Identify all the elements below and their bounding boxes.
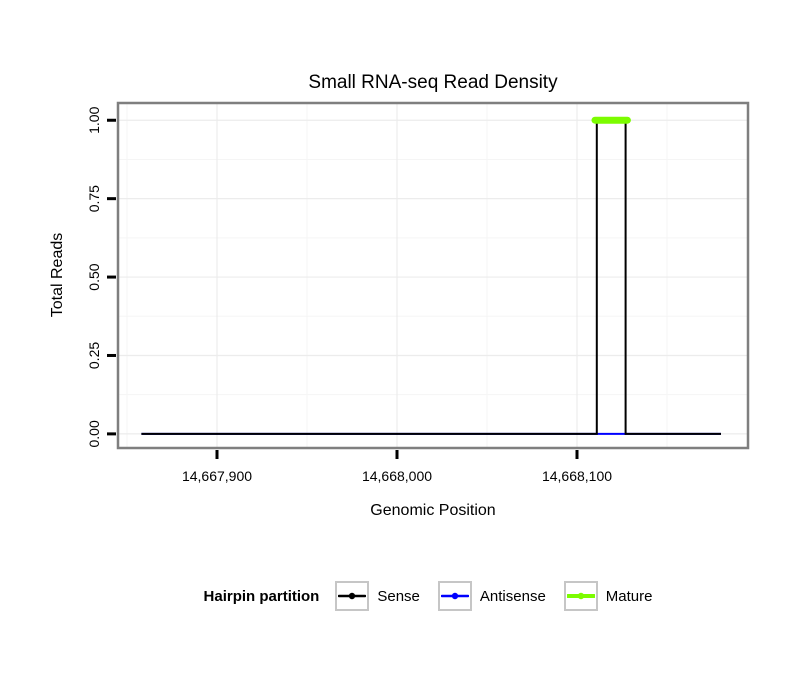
legend-key-glyph-sense — [338, 592, 367, 600]
y-tick-label: 1.00 — [86, 106, 102, 133]
x-tick-label: 14,668,000 — [362, 468, 432, 484]
legend-label-mature: Mature — [605, 587, 653, 605]
x-tick-label: 14,667,900 — [182, 468, 252, 484]
y-tick-label: 0.50 — [86, 263, 102, 290]
x-axis-title: Genomic Position — [370, 502, 496, 519]
legend-key-sense — [335, 581, 370, 611]
y-tick-label: 0.00 — [86, 420, 102, 447]
legend: Hairpin partition Sense Antisense Mature — [118, 581, 748, 611]
panel-border — [116, 101, 750, 450]
y-tick-label: 0.75 — [86, 185, 102, 212]
legend-key-glyph-antisense — [440, 592, 469, 600]
legend-label-sense: Sense — [377, 587, 420, 605]
x-tick-label: 14,668,100 — [542, 468, 612, 484]
y-tick-label: 0.25 — [86, 342, 102, 369]
panel-background — [118, 103, 748, 448]
legend-entries: Sense Antisense Mature — [335, 581, 662, 611]
legend-key-glyph-mature — [566, 592, 595, 600]
legend-key-antisense — [437, 581, 472, 611]
legend-key-mature — [563, 581, 598, 611]
chart-title: Small RNA-seq Read Density — [308, 72, 558, 93]
legend-title: Hairpin partition — [203, 587, 320, 605]
legend-label-antisense: Antisense — [479, 587, 546, 605]
